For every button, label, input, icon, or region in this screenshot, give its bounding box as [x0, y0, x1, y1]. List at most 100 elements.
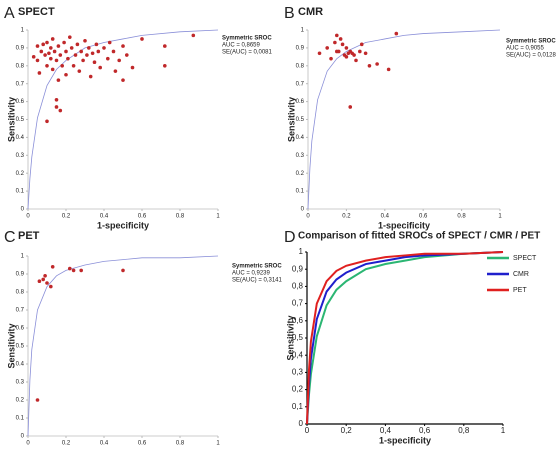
study-point [45, 40, 49, 45]
x-tick-label: 0.2 [62, 214, 71, 220]
study-point [37, 71, 42, 75]
y-tick-label: 0.9 [296, 45, 305, 51]
study-point [325, 46, 330, 50]
study-point [56, 44, 61, 48]
x-tick-label: 0.2 [62, 441, 71, 447]
y-tick-label: 0,4 [292, 350, 304, 359]
study-point [394, 31, 399, 36]
study-point [75, 42, 80, 47]
panel-label: B [284, 5, 295, 22]
panel-label: C [4, 229, 16, 246]
y-tick-label: 0.3 [296, 153, 305, 159]
study-point [58, 108, 63, 113]
y-tick-label: 0.7 [16, 308, 25, 314]
study-point [88, 74, 93, 79]
panel-title: SPECT [18, 6, 55, 18]
legend-label: PET [513, 287, 527, 294]
study-point [35, 58, 40, 63]
study-point [49, 46, 53, 50]
x-tick-label: 0.6 [419, 214, 428, 220]
y-tick-label: 0,2 [292, 385, 304, 394]
study-point [54, 98, 59, 102]
y-tick-label: 0.4 [296, 135, 305, 141]
study-point [140, 37, 144, 41]
study-point [41, 42, 45, 47]
study-point [45, 119, 49, 124]
y-tick-label: 0,3 [292, 368, 304, 377]
study-point [111, 49, 116, 54]
sroc-curve [307, 29, 501, 210]
study-point [375, 62, 379, 66]
study-point [125, 53, 129, 57]
sroc-curve [27, 29, 219, 210]
study-point [31, 55, 36, 59]
study-point [45, 281, 49, 285]
y-tick-label: 0.7 [296, 81, 305, 87]
study-point [45, 64, 49, 68]
study-point [37, 279, 42, 284]
y-tick-label: 0.3 [16, 153, 25, 159]
x-axis-label: 1-specificity [378, 220, 430, 230]
study-point [338, 37, 343, 41]
y-tick-label: 1 [299, 247, 304, 256]
y-axis-label: Sensitivity [286, 97, 296, 142]
panel-label: A [4, 5, 15, 22]
y-tick-label: 0.2 [16, 398, 25, 404]
study-point [64, 72, 68, 77]
study-point [39, 49, 44, 54]
study-point [64, 49, 68, 54]
y-tick-label: 0,9 [292, 264, 304, 273]
study-point [106, 56, 110, 61]
study-point [130, 65, 135, 70]
y-tick-label: 1 [301, 28, 305, 34]
y-axis-label: Sensitivity [285, 315, 295, 360]
y-tick-label: 0.5 [296, 117, 305, 123]
study-point [102, 46, 106, 50]
study-point [335, 33, 339, 38]
study-point [344, 46, 349, 50]
x-tick-label: 0 [305, 426, 310, 435]
x-tick-label: 0.8 [176, 441, 185, 447]
study-point [94, 42, 99, 47]
x-tick-label: 0 [306, 214, 310, 220]
x-tick-label: 0,2 [341, 426, 353, 435]
study-point [66, 56, 70, 61]
y-tick-label: 0.4 [16, 135, 25, 141]
study-point [77, 69, 82, 73]
x-tick-label: 1 [216, 441, 220, 447]
study-point [71, 268, 76, 273]
study-point [359, 42, 364, 47]
y-tick-label: 0 [21, 207, 25, 213]
study-point [352, 53, 356, 57]
study-point [121, 44, 125, 48]
x-tick-label: 0.6 [138, 441, 147, 447]
y-tick-label: 0.2 [16, 171, 25, 177]
y-tick-label: 0,1 [292, 402, 304, 411]
y-tick-label: 0.2 [296, 171, 305, 177]
study-point [35, 44, 40, 48]
study-point [98, 65, 102, 70]
y-tick-label: 0.3 [16, 380, 25, 386]
y-tick-label: 0,7 [292, 299, 304, 308]
y-axis-label: Sensitivity [6, 323, 16, 368]
y-tick-label: 0.8 [16, 290, 25, 296]
study-point [333, 40, 337, 45]
study-point [54, 105, 59, 109]
y-tick-label: 0.1 [296, 189, 305, 195]
study-point [56, 78, 61, 82]
y-tick-label: 0.4 [16, 362, 25, 368]
x-tick-label: 0,8 [458, 426, 470, 435]
y-tick-label: 1 [21, 254, 25, 260]
study-point [348, 105, 353, 109]
study-point [73, 53, 78, 57]
y-tick-label: 0,5 [292, 333, 304, 342]
x-tick-label: 0 [26, 441, 30, 447]
study-point [340, 42, 345, 47]
annotation: Symmetric SROC [222, 36, 272, 42]
x-tick-label: 0,6 [419, 426, 431, 435]
study-point [79, 268, 83, 273]
study-point [83, 38, 87, 43]
study-point [43, 53, 47, 57]
panel-title: PET [18, 230, 40, 242]
